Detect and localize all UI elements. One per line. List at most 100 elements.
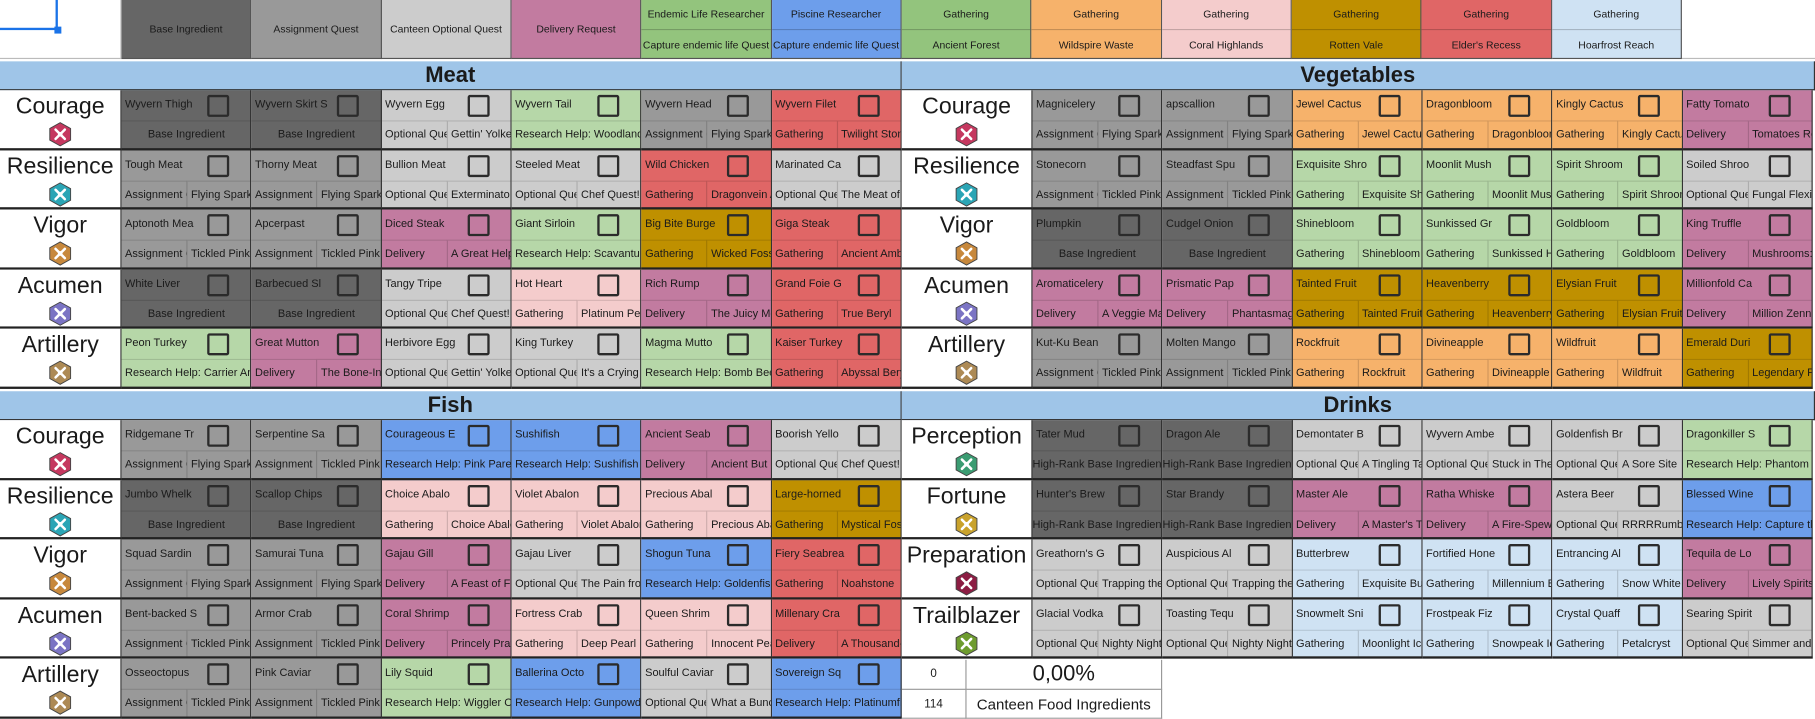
checkbox[interactable]: [467, 663, 490, 686]
checkbox[interactable]: [1508, 603, 1531, 626]
checkbox[interactable]: [1378, 424, 1401, 447]
checkbox[interactable]: [727, 274, 750, 297]
checkbox[interactable]: [1378, 214, 1401, 237]
checkbox[interactable]: [857, 94, 880, 117]
checkbox[interactable]: [467, 544, 490, 567]
checkbox[interactable]: [1118, 603, 1141, 626]
checkbox[interactable]: [207, 333, 230, 356]
checkbox[interactable]: [857, 154, 880, 177]
checkbox[interactable]: [1638, 154, 1661, 177]
checkbox[interactable]: [1118, 94, 1141, 117]
checkbox[interactable]: [597, 274, 620, 297]
checkbox[interactable]: [337, 603, 360, 626]
checkbox[interactable]: [1768, 154, 1791, 177]
checkbox[interactable]: [857, 544, 880, 567]
checkbox[interactable]: [1768, 544, 1791, 567]
checkbox[interactable]: [1508, 333, 1531, 356]
checkbox[interactable]: [857, 424, 880, 447]
checkbox[interactable]: [597, 214, 620, 237]
checkbox[interactable]: [857, 274, 880, 297]
checkbox[interactable]: [337, 214, 360, 237]
checkbox[interactable]: [467, 214, 490, 237]
checkbox[interactable]: [207, 274, 230, 297]
checkbox[interactable]: [1768, 274, 1791, 297]
checkbox[interactable]: [207, 214, 230, 237]
checkbox[interactable]: [337, 274, 360, 297]
checkbox[interactable]: [1378, 544, 1401, 567]
checkbox[interactable]: [207, 603, 230, 626]
checkbox[interactable]: [1248, 333, 1271, 356]
checkbox[interactable]: [1508, 94, 1531, 117]
checkbox[interactable]: [207, 94, 230, 117]
checkbox[interactable]: [1508, 484, 1531, 507]
checkbox[interactable]: [467, 274, 490, 297]
checkbox[interactable]: [1638, 544, 1661, 567]
checkbox[interactable]: [597, 94, 620, 117]
checkbox[interactable]: [1768, 484, 1791, 507]
checkbox[interactable]: [467, 154, 490, 177]
checkbox[interactable]: [857, 663, 880, 686]
checkbox[interactable]: [207, 544, 230, 567]
checkbox[interactable]: [1248, 603, 1271, 626]
checkbox[interactable]: [1118, 214, 1141, 237]
checkbox[interactable]: [1248, 274, 1271, 297]
checkbox[interactable]: [727, 214, 750, 237]
checkbox[interactable]: [1248, 544, 1271, 567]
checkbox[interactable]: [1768, 333, 1791, 356]
checkbox[interactable]: [727, 663, 750, 686]
checkbox[interactable]: [1118, 484, 1141, 507]
checkbox[interactable]: [727, 424, 750, 447]
checkbox[interactable]: [1378, 154, 1401, 177]
checkbox[interactable]: [1638, 484, 1661, 507]
checkbox[interactable]: [207, 663, 230, 686]
checkbox[interactable]: [1508, 424, 1531, 447]
checkbox[interactable]: [1378, 274, 1401, 297]
checkbox[interactable]: [597, 663, 620, 686]
checkbox[interactable]: [727, 94, 750, 117]
checkbox[interactable]: [1508, 544, 1531, 567]
checkbox[interactable]: [1638, 424, 1661, 447]
checkbox[interactable]: [1508, 274, 1531, 297]
checkbox[interactable]: [1378, 333, 1401, 356]
checkbox[interactable]: [337, 154, 360, 177]
checkbox[interactable]: [1638, 603, 1661, 626]
checkbox[interactable]: [857, 333, 880, 356]
checkbox[interactable]: [207, 154, 230, 177]
checkbox[interactable]: [727, 484, 750, 507]
checkbox[interactable]: [597, 484, 620, 507]
checkbox[interactable]: [1248, 484, 1271, 507]
checkbox[interactable]: [467, 484, 490, 507]
checkbox[interactable]: [467, 603, 490, 626]
checkbox[interactable]: [727, 333, 750, 356]
checkbox[interactable]: [597, 424, 620, 447]
checkbox[interactable]: [597, 544, 620, 567]
checkbox[interactable]: [1118, 544, 1141, 567]
checkbox[interactable]: [1508, 214, 1531, 237]
checkbox[interactable]: [1378, 603, 1401, 626]
checkbox[interactable]: [337, 663, 360, 686]
checkbox[interactable]: [207, 484, 230, 507]
checkbox[interactable]: [1768, 424, 1791, 447]
checkbox[interactable]: [337, 484, 360, 507]
checkbox[interactable]: [207, 424, 230, 447]
checkbox[interactable]: [1248, 424, 1271, 447]
checkbox[interactable]: [1118, 274, 1141, 297]
checkbox[interactable]: [337, 94, 360, 117]
checkbox[interactable]: [1378, 94, 1401, 117]
checkbox[interactable]: [597, 333, 620, 356]
checkbox[interactable]: [1248, 154, 1271, 177]
checkbox[interactable]: [1768, 214, 1791, 237]
checkbox[interactable]: [1638, 214, 1661, 237]
checkbox[interactable]: [727, 154, 750, 177]
checkbox[interactable]: [1118, 154, 1141, 177]
checkbox[interactable]: [1378, 484, 1401, 507]
checkbox[interactable]: [1118, 333, 1141, 356]
checkbox[interactable]: [1508, 154, 1531, 177]
checkbox[interactable]: [1118, 424, 1141, 447]
checkbox[interactable]: [1638, 274, 1661, 297]
checkbox[interactable]: [467, 333, 490, 356]
checkbox[interactable]: [727, 544, 750, 567]
checkbox[interactable]: [337, 333, 360, 356]
checkbox[interactable]: [597, 154, 620, 177]
checkbox[interactable]: [1248, 94, 1271, 117]
